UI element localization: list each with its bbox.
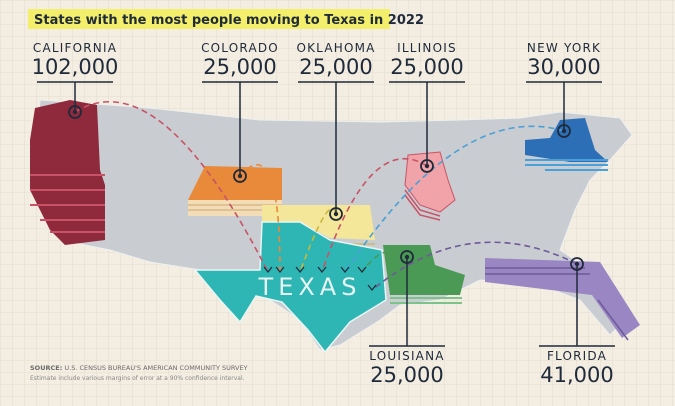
illinois-top bbox=[404, 151, 456, 213]
florida-top bbox=[485, 258, 640, 338]
california-layers bbox=[30, 174, 105, 233]
arrow-head bbox=[295, 266, 305, 273]
pin-dot bbox=[333, 211, 339, 217]
migration-arc bbox=[74, 101, 269, 273]
pin bbox=[420, 159, 434, 173]
pin-dot bbox=[561, 128, 567, 134]
pin bbox=[329, 207, 343, 221]
migration-arc bbox=[299, 207, 337, 273]
state-name: LOUISIANA bbox=[369, 349, 444, 363]
migration-arc bbox=[321, 157, 428, 273]
louisiana-top bbox=[383, 245, 465, 295]
pin-dot bbox=[404, 254, 410, 260]
colorado-side bbox=[188, 200, 282, 216]
florida-layers bbox=[485, 267, 629, 341]
pin bbox=[400, 250, 414, 264]
source-note: Estimate include various margins of erro… bbox=[30, 375, 245, 382]
louisiana-shape bbox=[383, 245, 465, 304]
pin bbox=[233, 169, 247, 183]
state-value: 25,000 bbox=[203, 55, 276, 79]
state-value: 25,000 bbox=[390, 55, 463, 79]
pin bbox=[557, 124, 571, 138]
state-name: CALIFORNIA bbox=[33, 41, 117, 55]
arrow-head bbox=[263, 266, 273, 273]
colorado-shape bbox=[188, 166, 282, 216]
arrow-head bbox=[357, 266, 367, 273]
state-labels: CALIFORNIA102,000COLORADO25,000OKLAHOMA2… bbox=[32, 41, 615, 387]
origin-states bbox=[30, 100, 640, 341]
migration-arcs bbox=[74, 101, 578, 291]
arrow-head bbox=[367, 284, 377, 291]
new-york-shape bbox=[525, 118, 608, 171]
new-york-layers bbox=[525, 159, 608, 171]
state-value: 25,000 bbox=[370, 363, 443, 387]
colorado-top bbox=[188, 166, 282, 200]
migration-arc bbox=[344, 125, 565, 273]
state-value: 102,000 bbox=[32, 55, 119, 79]
louisiana-layers bbox=[390, 297, 462, 304]
california-top bbox=[30, 100, 105, 245]
illinois-layers bbox=[404, 189, 441, 221]
pin-dot bbox=[424, 163, 430, 169]
source-text: U.S. CENSUS BUREAU'S AMERICAN COMMUNITY … bbox=[64, 364, 247, 372]
state-value: 25,000 bbox=[299, 55, 372, 79]
migration-arc bbox=[361, 250, 408, 273]
new-york-top bbox=[525, 118, 608, 162]
texas-shape bbox=[193, 221, 387, 354]
migration-arc bbox=[239, 164, 281, 273]
california-shape bbox=[30, 100, 105, 245]
state-name: FLORIDA bbox=[547, 349, 607, 363]
illinois-shape bbox=[404, 151, 456, 221]
arrow-head bbox=[317, 266, 327, 273]
state-name: NEW YORK bbox=[527, 41, 601, 55]
pin-dot bbox=[237, 173, 243, 179]
oklahoma-top bbox=[262, 205, 375, 240]
title: States with the most people moving to Te… bbox=[34, 13, 424, 28]
source: SOURCE: U.S. CENSUS BUREAU'S AMERICAN CO… bbox=[30, 364, 248, 372]
pin bbox=[570, 257, 584, 271]
pin-dot bbox=[574, 261, 580, 267]
arrow-head bbox=[275, 266, 285, 273]
arrow-head bbox=[340, 266, 350, 273]
texas: TEXAS bbox=[193, 221, 387, 354]
title-highlight bbox=[28, 9, 390, 29]
pin bbox=[68, 105, 82, 119]
texas-label: TEXAS bbox=[258, 273, 362, 301]
pin-dot bbox=[72, 109, 78, 115]
state-value: 30,000 bbox=[527, 55, 600, 79]
source-label: SOURCE: bbox=[30, 364, 62, 372]
state-value: 41,000 bbox=[540, 363, 613, 387]
state-name: ILLINOIS bbox=[397, 41, 457, 55]
state-name: OKLAHOMA bbox=[296, 41, 375, 55]
state-name: COLORADO bbox=[201, 41, 279, 55]
florida-shape bbox=[485, 258, 640, 341]
